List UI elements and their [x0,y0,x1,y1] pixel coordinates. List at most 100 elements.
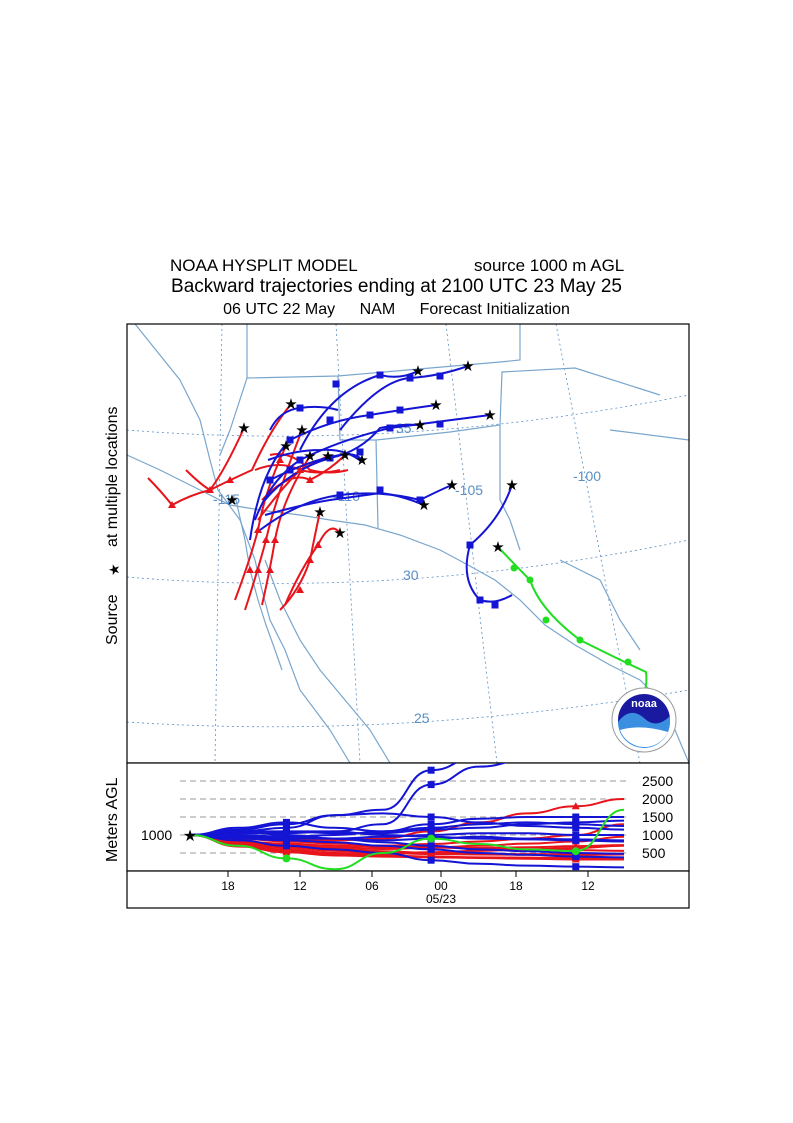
source-star-icon: ★ [279,438,292,455]
model-name: NOAA HYSPLIT MODEL [170,256,358,275]
x-tick-label: 18 [509,879,523,893]
lon-line-110 [335,324,361,763]
elev-point [282,842,290,850]
elev-point [427,781,435,789]
map-blue-trajectory [465,484,513,603]
lat-line-30 [127,539,689,584]
elevation-trajectories [189,749,625,871]
source-star-icon: ★ [505,477,518,494]
map-blue-point [436,372,444,380]
map-blue-point [366,411,374,419]
map-red-point [254,566,262,573]
map-red-point [254,526,262,533]
x-tick-label: 12 [293,879,307,893]
lat-label-25: 25 [414,710,430,726]
chart-title: Backward trajectories ending at 2100 UTC… [171,276,622,297]
map-red-point [206,486,214,493]
map-blue-point [476,596,484,604]
elev-series-line [189,834,625,869]
map-blue-point [326,454,334,462]
elev-point [282,833,290,841]
pacific-coast [134,324,351,763]
map-blue-point [296,404,304,412]
source-star-icon: ★ [313,504,326,521]
elev-point [282,848,291,856]
y-tick-label: 1000 [642,827,673,843]
lat-label-35: 35 [396,420,412,436]
map-blue-trajectory [264,491,425,516]
elev-point [427,820,435,828]
map-green-point [624,658,632,666]
map-red-trajectory [147,427,245,507]
graticule [127,324,689,763]
state-border-co [375,367,661,441]
elev-point [427,813,435,821]
map-red-trajectory [279,511,321,611]
map-blue-point [376,486,384,494]
side-label-source: Source [104,594,121,645]
meteo-desc: Forecast Initialization [419,301,570,318]
source-star-icon: ★ [225,492,238,509]
map-green-point [510,564,518,572]
elev-series-line [189,763,458,836]
elev-point [427,856,435,864]
elev-point [427,845,435,853]
elev-series-line [189,808,625,871]
y-axis-label: Meters AGL [104,777,121,862]
x-tick-label: 18 [221,879,235,893]
map-blue-point [436,420,444,428]
elev-series-line [189,812,625,836]
elev-point [427,766,435,774]
map-green-point [542,616,550,624]
map-red-point [306,476,314,483]
map-green-point [526,576,534,584]
source-star-icon: ★ [355,452,368,469]
elev-point [572,749,579,756]
map-blue-point [286,466,294,474]
map-red-point [296,466,304,473]
map-blue-point [296,456,304,464]
map-red-trajectory [269,453,349,474]
map-blue-trajectory [264,423,421,501]
source-star-icon: ★ [413,417,426,434]
init-time: 06 UTC 22 May [223,301,336,318]
map-blue-point [416,496,424,504]
map-red-point [266,566,274,573]
elev-point [571,847,580,856]
elev-point [282,836,290,844]
elev-point [572,831,580,839]
map-blue-point [336,491,344,499]
state-border-ca [219,377,248,456]
elev-point [282,827,290,835]
source-star-icon: ★ [429,397,442,414]
map-blue-point [356,448,364,456]
source-star-icon: ★ [411,363,424,380]
map-red-point [306,556,314,563]
map-blue-point [491,601,499,609]
y-tick-label: 2500 [642,773,673,789]
source-star-icon: ★ [106,563,122,576]
lat-label-30: 30 [403,567,419,583]
state-border-ok [609,429,689,441]
map-red-point [226,476,234,483]
lat-line-25 [127,689,689,728]
gulf-of-california [264,559,391,763]
source-star-icon: ★ [237,420,250,437]
source-star-icon: ★ [491,539,504,556]
elev-point [427,834,436,843]
map-red-point [296,586,304,593]
elev-point [572,756,579,763]
source-star-icon: ★ [445,477,458,494]
elev-series-line [189,834,625,859]
map-blue-trajectory [267,448,363,463]
map-green-point [576,636,584,644]
source-star-icon: ★ [461,358,474,375]
map-red-point [314,541,322,548]
elev-point [427,824,435,832]
elev-point [572,824,580,832]
elev-series-line [189,821,625,836]
source-star-icon: ★ [284,396,297,413]
lon-label-115: -115 [213,491,240,507]
elev-series-line [189,816,624,838]
map-red-point [276,456,284,463]
